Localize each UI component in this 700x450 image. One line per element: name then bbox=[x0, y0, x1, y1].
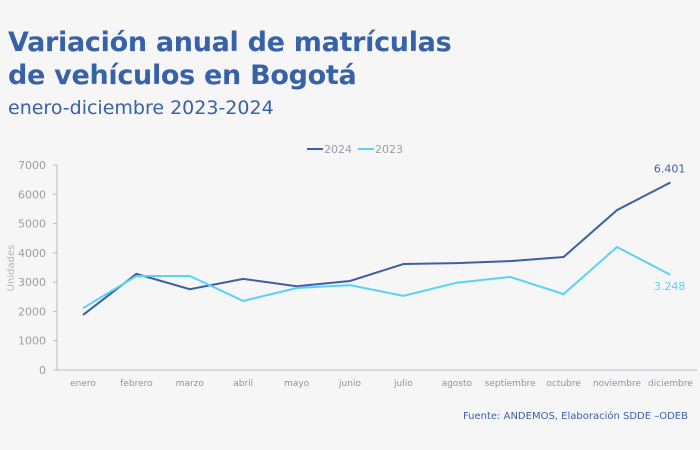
y-tick-label: 7000 bbox=[18, 159, 46, 172]
y-tick-label: 4000 bbox=[18, 247, 46, 260]
x-axis: enero febrero marzo abril mayo junio julio agos… bbox=[57, 369, 697, 389]
source-note: Fuente: ANDEMOS, Elaboración SDDE –ODEB bbox=[462, 411, 688, 422]
data-label-2024-diciembre: 6.401 bbox=[654, 163, 686, 176]
x-tick-label: septiembre bbox=[485, 379, 536, 389]
chart-subtitle: enero-diciembre 2023-2024 bbox=[8, 97, 274, 119]
legend-label-2024: 2024 bbox=[324, 143, 352, 156]
chart-title: Variación anual de matrículas de vehícul… bbox=[8, 26, 452, 92]
x-tick-label: enero bbox=[70, 379, 96, 389]
x-tick-label: noviembre bbox=[593, 379, 642, 389]
x-tick-label: mayo bbox=[284, 379, 310, 389]
title-line-2: de vehículos en Bogotá bbox=[8, 60, 357, 91]
x-tick-label: abril bbox=[233, 379, 253, 389]
y-tick-label: 2000 bbox=[18, 305, 46, 318]
y-axis-title: Unidades bbox=[6, 245, 17, 292]
x-tick-label: julio bbox=[393, 379, 413, 389]
x-tick-label: marzo bbox=[176, 379, 205, 389]
y-tick-label: 5000 bbox=[18, 218, 46, 231]
x-tick-label: octubre bbox=[546, 379, 581, 389]
y-tick-label: 3000 bbox=[18, 276, 46, 289]
x-tick-label: diciembre bbox=[648, 379, 693, 389]
y-axis: 0 1000 2000 3000 4000 5000 6000 7000 Unidades bbox=[6, 159, 58, 377]
series-line-2024 bbox=[82, 181, 671, 316]
series-line-2023 bbox=[82, 245, 671, 310]
legend-label-2023: 2023 bbox=[375, 143, 403, 156]
title-line-1: Variación anual de matrículas bbox=[8, 27, 452, 58]
x-tick-label: febrero bbox=[120, 379, 153, 389]
y-tick-label: 6000 bbox=[18, 188, 46, 201]
data-labels: 6.401 3.248 bbox=[654, 163, 686, 293]
y-tick-label: 1000 bbox=[18, 335, 46, 348]
data-label-2023-diciembre: 3.248 bbox=[654, 280, 686, 293]
x-tick-label: junio bbox=[338, 379, 361, 389]
y-tick-label: 0 bbox=[39, 364, 46, 377]
x-tick-label: agosto bbox=[442, 379, 473, 389]
legend: 2024 2023 bbox=[307, 143, 403, 156]
series-lines bbox=[82, 181, 671, 316]
